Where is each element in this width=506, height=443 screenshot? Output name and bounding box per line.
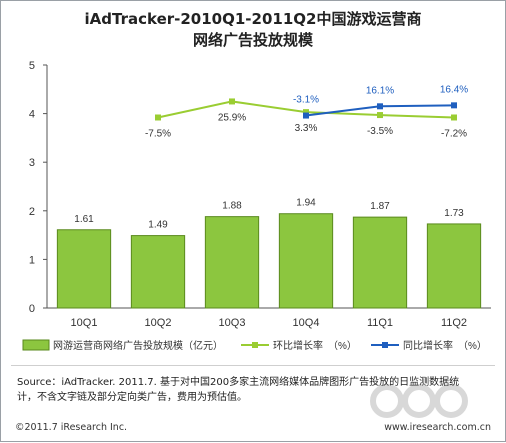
qoq-label: 3.3% — [295, 123, 318, 134]
bar-value-label: 1.88 — [222, 201, 242, 212]
legend-yoy-label: 同比增长率 （%） — [403, 339, 487, 352]
x-tick-label: 11Q1 — [367, 317, 393, 329]
qoq-point — [155, 114, 161, 121]
x-tick-label: 10Q4 — [293, 317, 320, 329]
legend-qoq-marker — [252, 342, 258, 348]
copyright-text: ©2011.7 iResearch Inc. — [15, 422, 128, 433]
bar-value-label: 1.94 — [296, 198, 316, 209]
qoq-label: -7.2% — [441, 128, 467, 139]
bar-11Q2 — [426, 223, 482, 309]
qoq-label: 25.9% — [218, 112, 246, 123]
bar-value-label: 1.87 — [370, 201, 390, 212]
yoy-label: 16.1% — [366, 85, 394, 96]
legend-bar-label: 网游运营商网络广告投放规模（亿元） — [53, 339, 223, 352]
y-tick-label: 2 — [29, 206, 35, 218]
bar-value-label: 1.61 — [74, 214, 94, 225]
qoq-label: -7.5% — [145, 128, 171, 139]
watermark-logo — [370, 384, 468, 418]
bar-value-label: 1.49 — [148, 220, 168, 231]
chart-title: iAdTracker-2010Q1-2011Q2中国游戏运营商 网络广告投放规模 — [1, 9, 505, 51]
legend-yoy-marker — [382, 342, 388, 348]
legend-qoq-label: 环比增长率 （%） — [273, 339, 357, 352]
x-tick-label: 10Q3 — [219, 317, 246, 329]
y-tick-label: 3 — [29, 157, 35, 169]
y-tick-label: 4 — [29, 109, 35, 121]
legend-bar-swatch — [22, 339, 50, 351]
yoy-point — [303, 112, 309, 119]
x-tick-label: 10Q2 — [145, 317, 172, 329]
y-tick-label: 1 — [29, 254, 35, 266]
source-note: Source：iAdTracker. 2011.7. 基于对中国200多家主流网… — [17, 375, 487, 405]
yoy-point — [377, 103, 383, 110]
source-line2: 计，不含文字链及部分定向类广告，费用为预估值。 — [17, 392, 247, 403]
bar-10Q3 — [204, 216, 260, 309]
yoy-label: -3.1% — [293, 95, 319, 106]
chart-title-line1: iAdTracker-2010Q1-2011Q2中国游戏运营商 — [84, 10, 422, 28]
qoq-point — [377, 112, 383, 119]
chart-title-line2: 网络广告投放规模 — [192, 31, 313, 49]
yoy-label: 16.4% — [440, 84, 468, 95]
bar-10Q4 — [278, 213, 334, 309]
y-tick-label: 0 — [29, 303, 35, 315]
x-tick-label: 11Q2 — [441, 317, 467, 329]
bar-11Q1 — [352, 216, 408, 309]
qoq-point — [229, 98, 235, 105]
y-tick-label: 5 — [29, 60, 35, 72]
bar-10Q2 — [130, 235, 186, 309]
bar-10Q1 — [56, 229, 112, 309]
qoq-label: -3.5% — [367, 126, 393, 137]
website-text: www.iresearch.com.cn — [384, 422, 491, 433]
yoy-point — [451, 102, 457, 109]
source-line1: Source：iAdTracker. 2011.7. 基于对中国200多家主流网… — [17, 377, 460, 388]
x-tick-label: 10Q1 — [71, 317, 98, 329]
qoq-point — [303, 109, 309, 116]
source-divider — [11, 365, 495, 366]
bar-value-label: 1.73 — [444, 208, 464, 219]
qoq-point — [451, 114, 457, 121]
